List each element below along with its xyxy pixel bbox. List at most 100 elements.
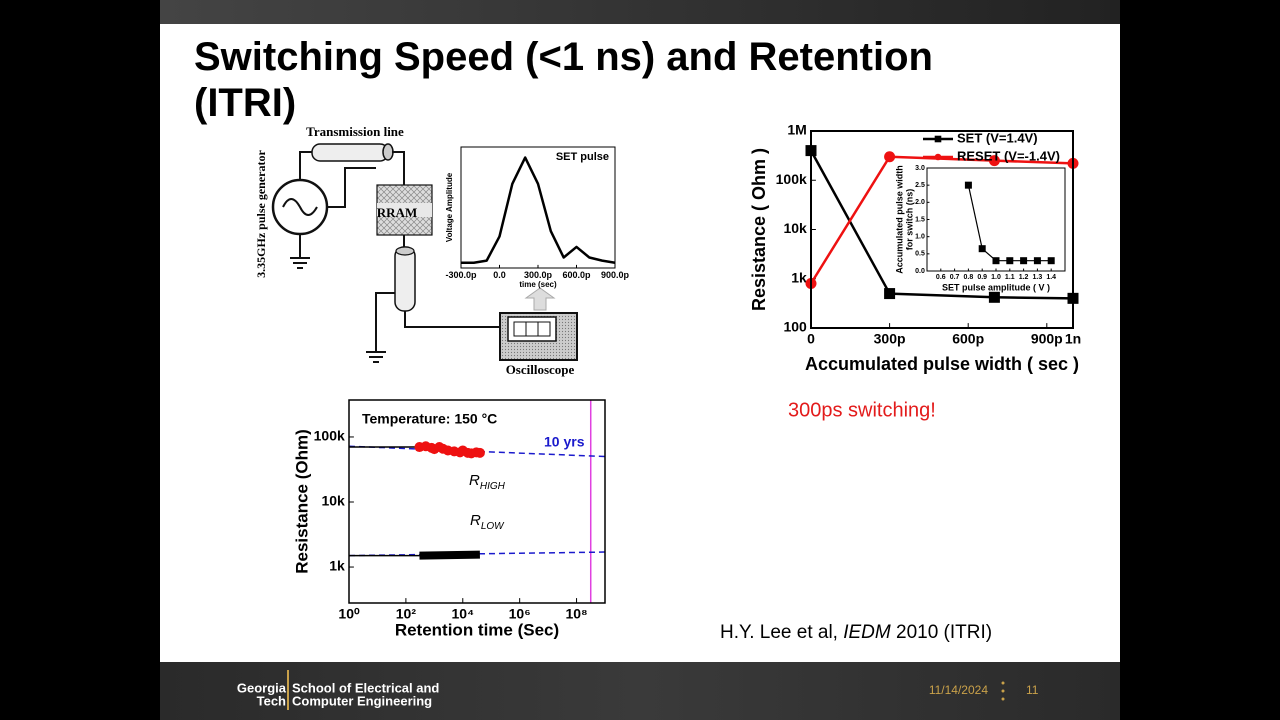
annotation: RLOW	[470, 512, 505, 532]
school-line-2: Computer Engineering	[292, 693, 432, 708]
x-tick-label: 0.7	[950, 274, 960, 281]
annotation: Temperature: 150 °C	[362, 411, 497, 427]
annotation-subscript: LOW	[481, 521, 505, 532]
x-tick-label: -300.0p	[445, 270, 477, 280]
x-tick-label: 1.3	[1033, 274, 1043, 281]
x-tick-label: 900p	[1031, 331, 1063, 347]
footer-bar	[160, 662, 1120, 720]
data-point	[1033, 257, 1041, 265]
x-tick-label: 600.0p	[562, 270, 591, 280]
y-tick-label: 1.0	[915, 234, 925, 241]
circuit-diagram	[271, 143, 578, 363]
legend-label: SET (V=1.4V)	[957, 130, 1038, 145]
citation: H.Y. Lee et al, IEDM 2010 (ITRI)	[720, 622, 992, 643]
data-point	[884, 288, 896, 300]
x-tick-label: 10⁰	[338, 606, 360, 622]
chart: -300.0p 0.0 300.0p 600.0p 900.0p time (sec) Vo…	[445, 146, 630, 289]
plot-area	[927, 168, 1065, 271]
legend-marker	[934, 153, 942, 161]
data-line	[419, 550, 480, 560]
transmission-line-label: Transmission line	[306, 124, 404, 139]
annotation-main: R	[470, 512, 481, 529]
y-tick-label: 2.5	[915, 182, 925, 189]
oscilloscope-label: Oscilloscope	[506, 362, 575, 377]
data-line	[809, 155, 1074, 285]
y-tick-label: 100k	[776, 171, 807, 187]
y-tick-label: 2.0	[915, 199, 925, 206]
data-point	[988, 291, 1000, 303]
y-tick-label: 1k	[329, 558, 345, 574]
y-tick-label: 3.0	[915, 165, 925, 172]
x-tick-label: 1.2	[1019, 274, 1029, 281]
x-axis-label: SET pulse amplitude ( V )	[942, 282, 1050, 292]
plot-frame	[348, 399, 606, 604]
legend-label: RESET (V=-1.4V)	[957, 148, 1060, 163]
school-line-1: School of Electrical and	[292, 680, 439, 695]
data-point	[1006, 257, 1014, 265]
y-tick-label: 100	[783, 319, 807, 335]
x-axis-label: time (sec)	[519, 280, 557, 289]
y-tick-label: 100k	[314, 428, 345, 444]
x-tick-label: 10⁶	[509, 606, 531, 622]
data-line	[348, 445, 606, 458]
y-axis-label: Accumulated pulse width	[894, 165, 904, 274]
y-tick-label: 1M	[787, 122, 806, 138]
plot-frame	[810, 130, 1074, 329]
data-point	[978, 245, 986, 253]
plot-frame	[926, 167, 1066, 272]
data-line	[461, 156, 616, 264]
plot-area	[349, 400, 605, 603]
y-axis-label: for switch (ns)	[904, 189, 914, 251]
x-tick-label: 10⁸	[565, 606, 587, 622]
citation-year: 2010 (ITRI)	[896, 622, 992, 643]
x-tick-label: 1.1	[1005, 274, 1015, 281]
chart: 0.6 0.7 0.8 0.9 1.0 1.1 1.2 1.3 1.4 0.0 0.5 1.0 1.5 2…	[894, 165, 1066, 292]
data-point	[988, 155, 1000, 167]
x-tick-label: 300p	[874, 331, 906, 347]
x-tick-label: 0.9	[977, 274, 987, 281]
annotation-subscript: HIGH	[480, 481, 506, 492]
plot-area	[461, 147, 615, 268]
y-tick-label: 1k	[791, 269, 807, 285]
data-point	[474, 447, 485, 458]
x-axis-label: Accumulated pulse width ( sec )	[805, 354, 1079, 374]
x-tick-label: 0	[807, 331, 815, 347]
y-tick-label: 1.5	[915, 216, 925, 223]
y-axis-label: Voltage Amplitude	[445, 172, 454, 242]
y-tick-label: 0.5	[915, 251, 925, 258]
page-number: 11	[1026, 683, 1039, 697]
x-tick-label: 600p	[952, 331, 984, 347]
y-axis-label: Resistance (Ohm)	[292, 429, 311, 574]
y-axis-label: Resistance ( Ohm )	[749, 148, 769, 311]
y-tick-label: 10k	[783, 220, 807, 236]
slide-title: Switching Speed (<1 ns) and Retention (I…	[194, 35, 933, 125]
y-tick-label: 0.0	[915, 268, 925, 275]
data-point	[884, 151, 896, 163]
x-tick-label: 300.0p	[524, 270, 553, 280]
x-tick-label: 0.8	[964, 274, 974, 281]
top-bar	[160, 0, 1120, 24]
logo-tech: Tech	[257, 693, 286, 708]
logo-georgia: Georgia	[237, 680, 287, 695]
footer-separator	[1001, 681, 1005, 701]
x-tick-label: 0.0	[493, 270, 506, 280]
citation-venue: IEDM	[843, 622, 891, 643]
data-point	[1020, 257, 1028, 265]
data-point	[1047, 257, 1055, 265]
legend-marker	[934, 135, 942, 143]
chart-title: SET pulse	[556, 151, 609, 163]
data-point	[964, 181, 972, 189]
x-axis-label: Retention time (Sec)	[395, 620, 559, 639]
chart: 10⁰ 10² 10⁴ 10⁶ 10⁸ 1k 10k 100k Retention time (…	[292, 399, 606, 639]
x-tick-label: 1.4	[1046, 274, 1056, 281]
x-tick-label: 1n	[1065, 331, 1081, 347]
data-point	[992, 257, 1000, 265]
x-tick-label: 10²	[396, 606, 417, 622]
plot-frame	[460, 146, 616, 269]
annotation: 10 yrs	[544, 434, 585, 450]
x-tick-label: 900.0p	[601, 270, 630, 280]
annotation-main: R	[469, 472, 480, 489]
y-tick-label: 10k	[321, 493, 345, 509]
